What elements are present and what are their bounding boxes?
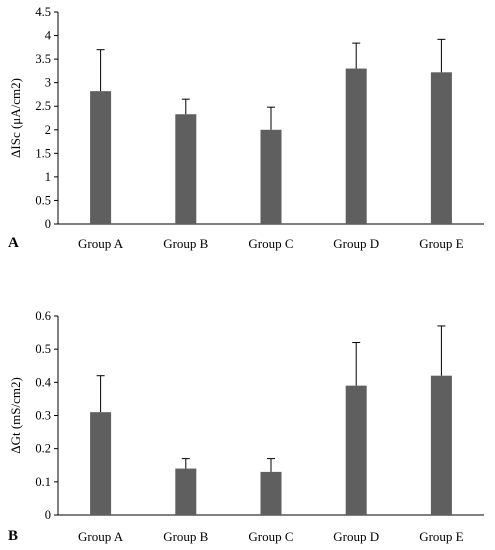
y-tick-label: 1.5 — [35, 146, 51, 160]
bar — [260, 129, 282, 224]
y-tick-label: 0.4 — [35, 375, 51, 389]
y-tick-label: 0 — [45, 217, 51, 231]
y-tick-label: 0.3 — [35, 409, 51, 423]
x-category-label: Group E — [419, 236, 463, 251]
bar — [430, 375, 452, 515]
bar — [90, 412, 112, 515]
bar — [90, 91, 112, 224]
x-category-label: Group C — [248, 529, 293, 544]
bar — [175, 114, 197, 224]
y-tick-label: 3 — [45, 76, 51, 90]
y-tick-label: 1 — [45, 170, 51, 184]
x-category-label: Group A — [78, 236, 124, 251]
x-category-label: Group B — [163, 529, 208, 544]
panel-label: A — [8, 235, 19, 251]
y-tick-label: 2.5 — [35, 99, 51, 113]
y-tick-label: 4 — [45, 29, 52, 43]
y-tick-label: 4.5 — [35, 5, 51, 19]
y-tick-label: 0.2 — [35, 442, 51, 456]
bar — [430, 72, 452, 225]
y-tick-label: 0.1 — [35, 475, 51, 489]
x-category-label: Group E — [419, 529, 463, 544]
x-category-label: Group A — [78, 529, 124, 544]
bar — [260, 471, 282, 515]
y-tick-label: 3.5 — [35, 52, 51, 66]
x-category-label: Group B — [163, 236, 208, 251]
y-tick-label: 2 — [45, 123, 51, 137]
x-category-label: Group C — [248, 236, 293, 251]
y-tick-label: 0 — [45, 508, 51, 522]
chart-panel-a: 0 0.5 1 1.5 2 2.5 3 3.5 4 4.5 Group A Group B Group … — [8, 5, 484, 251]
y-tick-label: 0.6 — [35, 309, 51, 323]
chart-panel-b: 0 0.1 0.2 0.3 0.4 0.5 0.6 Group A Group B Group C… — [8, 309, 484, 544]
y-axis-label: ΔGt (mS/cm2) — [8, 377, 23, 454]
y-tick-label: 0.5 — [35, 342, 51, 356]
bar — [175, 468, 197, 515]
x-category-label: Group D — [333, 529, 379, 544]
y-tick-label: 0.5 — [35, 193, 51, 207]
panel-label: B — [8, 528, 18, 544]
bar — [345, 68, 367, 225]
y-axis-label: ΔISc (μA/cm2) — [8, 78, 23, 158]
x-category-label: Group D — [333, 236, 379, 251]
bar — [345, 385, 367, 515]
